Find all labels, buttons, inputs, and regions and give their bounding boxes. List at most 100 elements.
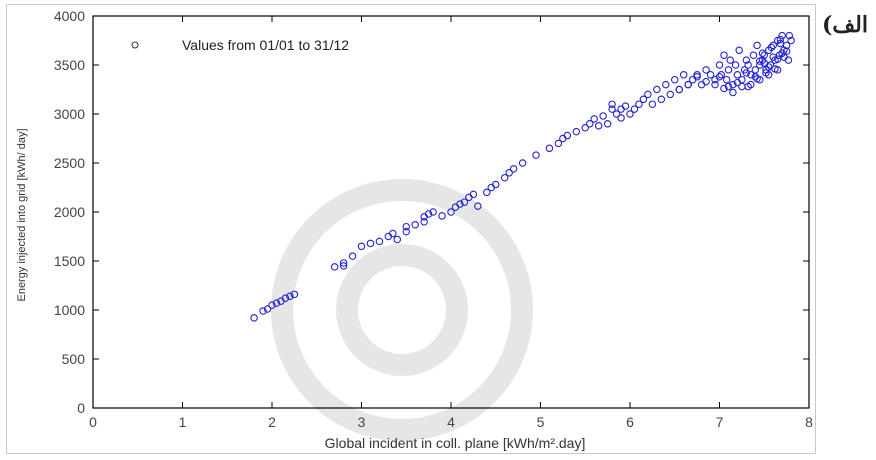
data-point [648, 100, 657, 108]
data-point [726, 56, 734, 64]
data-point [500, 173, 509, 182]
data-point [769, 53, 777, 61]
data-point [594, 122, 603, 130]
data-point [778, 49, 786, 57]
data-point [438, 212, 446, 220]
data-point [771, 65, 779, 73]
data-point [724, 66, 733, 74]
y-tick-label: 1000 [54, 302, 85, 318]
data-point [250, 314, 258, 322]
y-tick-label: 3500 [54, 57, 85, 73]
data-point [509, 165, 518, 173]
data-point [603, 120, 612, 128]
data-point [742, 56, 751, 64]
data-point [393, 235, 402, 244]
data-point [389, 229, 397, 238]
data-point [722, 75, 731, 84]
data-point [348, 252, 357, 260]
data-point [402, 222, 410, 231]
data-point [635, 100, 643, 108]
data-point [675, 85, 683, 94]
x-tick-label: 0 [89, 414, 97, 430]
data-point [639, 95, 648, 104]
data-point [742, 69, 751, 77]
legend: Values from 01/01 to 31/12 [131, 37, 349, 53]
data-point [706, 71, 715, 79]
data-point [281, 294, 290, 302]
data-point [474, 202, 482, 210]
data-point [366, 239, 375, 248]
y-tick-label: 2000 [54, 204, 85, 220]
data-point [780, 53, 788, 61]
x-tick-label: 2 [268, 414, 276, 430]
x-tick-label: 5 [537, 414, 545, 430]
y-axis-label: Energy injected into grid [kWh/ day] [16, 128, 28, 301]
x-tick-label: 6 [626, 414, 634, 430]
data-point [411, 220, 419, 229]
data-point [469, 190, 478, 199]
data-point [357, 242, 366, 251]
data-point [286, 292, 294, 301]
data-point [747, 71, 755, 79]
y-tick-label: 500 [62, 351, 86, 367]
data-point [744, 82, 752, 91]
data-point [778, 31, 786, 40]
data-point [733, 78, 742, 87]
data-point [447, 208, 455, 216]
data-point [483, 188, 491, 197]
data-point [608, 105, 616, 113]
data-point [662, 80, 670, 89]
data-point [563, 131, 572, 140]
watermark-ornament [271, 179, 533, 441]
data-point [744, 61, 752, 69]
data-point [491, 180, 500, 189]
data-point [720, 51, 728, 59]
y-tick-label: 1500 [54, 253, 85, 269]
data-point [339, 259, 348, 267]
data-point [599, 112, 607, 120]
data-point [679, 71, 688, 79]
data-point [782, 47, 791, 56]
data-point [330, 263, 339, 271]
chart-frame: 0 1 2 3 4 5 6 7 8 0 500 1000 1500 2000 2500 3000 3500 400… [6, 4, 816, 454]
axes: 0 1 2 3 4 5 6 7 8 0 500 1000 1500 2000 2500 3000 3500 400… [54, 8, 813, 430]
data-point [402, 227, 410, 236]
data-point [787, 36, 795, 45]
y-tick-label: 0 [77, 400, 85, 416]
x-tick-label: 8 [805, 414, 813, 430]
data-point [751, 73, 760, 81]
data-point [729, 80, 737, 89]
data-point [758, 49, 767, 57]
data-point [767, 43, 776, 52]
data-point [729, 88, 737, 97]
data-point [735, 46, 743, 55]
data-point [760, 51, 768, 59]
data-point [268, 301, 276, 309]
data-point [711, 80, 719, 89]
legend-label: Values from 01/01 to 31/12 [182, 37, 349, 53]
data-point [532, 151, 540, 159]
data-point [769, 41, 777, 50]
data-point [375, 237, 384, 246]
data-point [617, 114, 625, 122]
data-point [715, 73, 724, 81]
data-point [272, 299, 281, 307]
x-tick-label: 1 [179, 414, 187, 430]
data-point [653, 85, 661, 94]
scatter-plot: 0 1 2 3 4 5 6 7 8 0 500 1000 1500 2000 2500 3000 3500 400… [16, 8, 813, 451]
data-point [290, 290, 299, 299]
data-point [693, 71, 701, 79]
data-point [420, 218, 428, 226]
legend-marker [131, 41, 139, 49]
data-point [608, 100, 616, 108]
data-point [702, 66, 710, 74]
data-point [693, 73, 701, 81]
data-point [738, 82, 746, 91]
data-point [666, 90, 675, 99]
data-point [715, 61, 724, 69]
data-point [581, 123, 589, 132]
data-point [263, 305, 272, 313]
y-tick-label: 2500 [54, 155, 85, 171]
data-point [621, 102, 630, 110]
data-point [554, 139, 563, 148]
